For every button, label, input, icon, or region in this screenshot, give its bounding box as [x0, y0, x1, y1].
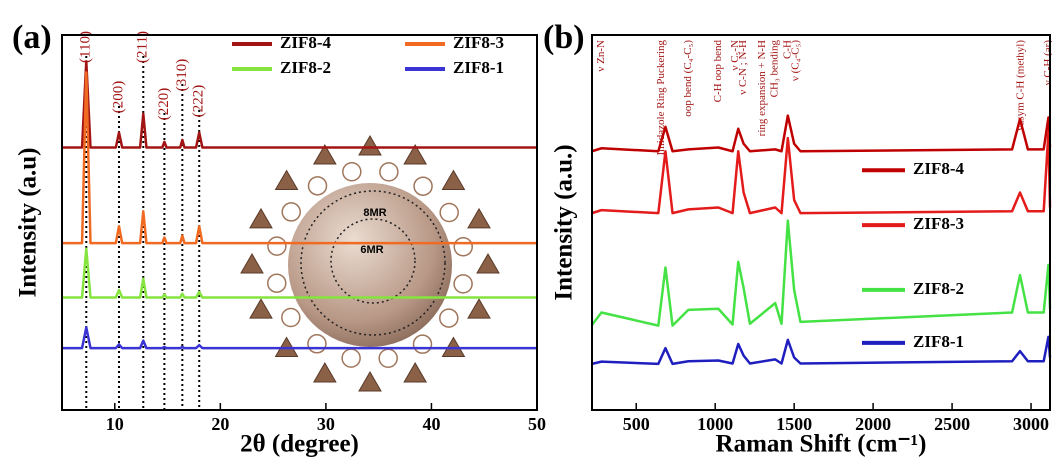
band-label: C-H oop bend	[712, 40, 724, 103]
linker-ring	[453, 274, 473, 294]
inset-label: 8MR	[363, 207, 386, 219]
cage-sphere	[288, 183, 452, 347]
linker-ring	[267, 273, 287, 293]
spectrum-line	[591, 114, 1052, 153]
legend-label: ZIF8-3	[453, 33, 504, 52]
x-tick-label: 3000	[1013, 414, 1049, 434]
peak-label: (310)	[174, 59, 190, 92]
inset-label: 6MR	[360, 244, 383, 256]
x-tick-label: 2500	[934, 414, 970, 434]
x-tick-label: 2000	[855, 414, 891, 434]
x-tick-label: 500	[623, 414, 650, 434]
tetrahedron	[467, 207, 491, 229]
band-label: ν C₅-N	[729, 40, 741, 71]
ring-6mr	[330, 218, 416, 304]
linker-ring	[341, 348, 361, 368]
x-tick-label: 1000	[697, 414, 733, 434]
peak-label: (220)	[156, 88, 172, 121]
peak-label: (211)	[135, 31, 151, 63]
spectrum-line	[591, 335, 1052, 366]
panel-title: (a)	[12, 19, 52, 56]
spectrum-line	[62, 247, 537, 299]
x-tick-label: 10	[106, 414, 124, 434]
plot-frame	[591, 34, 1051, 411]
linker-ring	[281, 307, 301, 328]
linker-ring	[307, 176, 328, 196]
band-label: C-H	[781, 40, 793, 59]
tetrahedron	[249, 298, 273, 319]
linker-ring	[342, 162, 362, 182]
plot-frame	[61, 34, 538, 411]
tetrahedron	[358, 371, 382, 392]
tetrahedron	[403, 362, 428, 383]
y-axis-label: Intensity (a.u)	[15, 147, 42, 297]
tetrahedron	[441, 169, 466, 191]
tetrahedron	[312, 143, 337, 165]
tetrahedron	[476, 253, 500, 274]
peak-label: (222)	[191, 85, 207, 118]
tetrahedron	[312, 362, 337, 383]
band-label: Imidazole Ring Puckering	[655, 40, 667, 156]
spectrum-line	[591, 219, 1052, 327]
band-label: ν (C₄-C₅)	[789, 40, 801, 81]
x-axis-label: Raman Shift (cm⁻¹)	[716, 431, 927, 458]
band-label: ν C-H (ar)	[1042, 40, 1052, 86]
peak-label: (110)	[78, 31, 94, 63]
legend-label: ZIF8-4	[913, 159, 965, 178]
band-label: ν Zn-N	[595, 40, 607, 72]
linker-ring	[412, 334, 433, 354]
linker-ring	[267, 236, 287, 256]
band-label: oop bend (C₄-C₅)	[682, 40, 694, 117]
x-tick-label: 1500	[776, 414, 812, 434]
tetrahedron	[358, 135, 382, 156]
x-tick-label: 50	[528, 414, 546, 434]
tetrahedron	[249, 207, 273, 229]
spectrum-line	[591, 131, 1052, 215]
spectrum-line	[62, 71, 537, 245]
x-tick-label: 20	[211, 414, 229, 434]
legend-label: ZIF8-2	[280, 58, 331, 77]
linker-ring	[453, 237, 473, 257]
x-axis-label: 2θ (degree)	[240, 431, 359, 458]
linker-ring	[281, 202, 301, 222]
x-tick-label: 30	[317, 414, 335, 434]
band-label: νasym C-H (methyl)	[1014, 40, 1026, 131]
band-label: ν C-N ; N-H	[737, 40, 749, 95]
linker-ring	[439, 308, 459, 328]
spectrum-line	[62, 60, 537, 149]
legend-label: ZIF8-3	[913, 214, 964, 233]
spectrum-line	[62, 326, 537, 350]
linker-ring	[439, 202, 459, 223]
panel-title: (b)	[543, 19, 585, 56]
band-label: CH₃ bending	[769, 40, 781, 98]
tetrahedron	[467, 298, 491, 319]
x-tick-label: 40	[422, 414, 440, 434]
legend-label: ZIF8-2	[913, 279, 964, 298]
linker-ring	[413, 176, 433, 196]
legend-label: ZIF8-1	[913, 332, 964, 351]
inset-structure: 8MR 6MR	[240, 135, 500, 392]
tetrahedron	[403, 143, 428, 165]
linker-ring	[379, 162, 399, 182]
tetrahedron	[240, 253, 264, 274]
legend-label: ZIF8-1	[453, 58, 504, 77]
y-axis-label: Intensity (a.u.)	[551, 144, 578, 300]
tetrahedron	[274, 169, 299, 191]
legend-label: ZIF8-4	[280, 33, 332, 52]
ring-8mr	[300, 190, 446, 336]
band-label: ring expansion + N-H	[756, 40, 768, 136]
linker-ring	[307, 334, 327, 354]
linker-ring	[378, 348, 398, 368]
peak-label: (200)	[110, 81, 126, 114]
